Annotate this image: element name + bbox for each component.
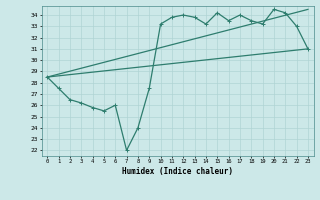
X-axis label: Humidex (Indice chaleur): Humidex (Indice chaleur) <box>122 167 233 176</box>
